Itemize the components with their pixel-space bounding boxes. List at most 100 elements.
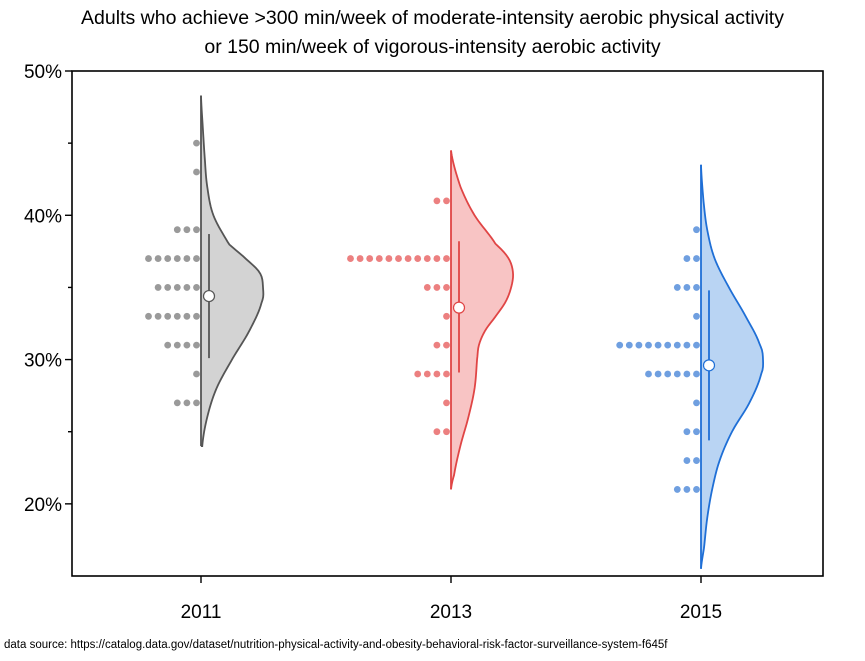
data-point bbox=[693, 457, 700, 464]
data-point bbox=[645, 341, 652, 349]
data-source-note: data source: https://catalog.data.gov/da… bbox=[4, 639, 668, 651]
data-point bbox=[366, 255, 374, 262]
data-point bbox=[183, 312, 191, 320]
chart-title-line-1: Adults who achieve >300 min/week of mode… bbox=[81, 7, 784, 29]
data-point bbox=[673, 486, 681, 493]
mean-marker bbox=[202, 289, 216, 303]
data-point bbox=[433, 370, 441, 378]
data-point bbox=[673, 370, 681, 378]
data-point bbox=[395, 255, 402, 262]
chart-title: Adults who achieve >300 min/week of mode… bbox=[0, 4, 865, 62]
data-point bbox=[433, 197, 441, 205]
data-point bbox=[183, 255, 191, 262]
data-point bbox=[193, 399, 200, 407]
x-tick-label: 2015 bbox=[680, 602, 722, 623]
data-point bbox=[164, 312, 172, 320]
violin-body bbox=[201, 95, 264, 447]
x-tick-label: 2011 bbox=[181, 602, 222, 623]
data-point bbox=[193, 168, 200, 176]
data-point bbox=[443, 197, 450, 205]
data-point bbox=[664, 370, 672, 378]
violin-group-2011 bbox=[145, 95, 265, 448]
violin-outline bbox=[200, 95, 265, 448]
data-point bbox=[683, 370, 691, 378]
data-point bbox=[693, 486, 700, 493]
violin-outline bbox=[700, 164, 765, 569]
data-point bbox=[414, 255, 422, 262]
data-point bbox=[693, 284, 700, 291]
data-point bbox=[423, 284, 431, 291]
data-point bbox=[173, 312, 181, 320]
data-point bbox=[154, 284, 162, 291]
data-point bbox=[145, 312, 152, 320]
data-point bbox=[173, 226, 181, 234]
y-axis: 20% 30% 40% 50% bbox=[24, 62, 72, 516]
data-point bbox=[625, 341, 633, 349]
data-point bbox=[347, 255, 354, 262]
x-axis: 2011 2013 2015 bbox=[181, 576, 722, 623]
data-point bbox=[683, 341, 691, 349]
plot-frame bbox=[71, 70, 824, 577]
data-point bbox=[164, 255, 172, 262]
data-point bbox=[693, 341, 700, 349]
data-point bbox=[183, 226, 191, 234]
data-point bbox=[693, 255, 700, 262]
violin-group-2015 bbox=[616, 164, 765, 569]
data-point bbox=[673, 341, 681, 349]
y-tick-label: 50% bbox=[24, 62, 62, 83]
x-tick-label: 2013 bbox=[430, 602, 472, 623]
violin-group-2013 bbox=[347, 150, 514, 490]
data-point bbox=[443, 428, 450, 436]
data-point bbox=[193, 284, 200, 291]
data-point bbox=[654, 370, 662, 378]
data-point bbox=[654, 341, 662, 349]
violin-body bbox=[451, 150, 514, 490]
data-point bbox=[423, 370, 431, 378]
data-point bbox=[443, 341, 450, 349]
data-point bbox=[683, 284, 691, 291]
mean-marker bbox=[452, 301, 466, 314]
data-point bbox=[683, 486, 691, 493]
mean-marker bbox=[702, 359, 716, 372]
data-point bbox=[173, 255, 181, 262]
data-point bbox=[164, 341, 172, 349]
data-point bbox=[193, 341, 200, 349]
data-point bbox=[443, 284, 450, 291]
data-point bbox=[693, 312, 700, 320]
data-point bbox=[443, 399, 450, 407]
data-point bbox=[145, 255, 152, 262]
data-point bbox=[173, 399, 181, 407]
data-point bbox=[693, 399, 700, 407]
y-tick-label: 40% bbox=[24, 206, 62, 227]
data-point bbox=[183, 399, 191, 407]
data-point bbox=[673, 284, 681, 291]
data-point bbox=[164, 284, 172, 291]
data-point bbox=[173, 284, 181, 291]
data-point bbox=[173, 341, 181, 349]
data-point bbox=[193, 139, 200, 147]
data-point bbox=[683, 255, 691, 262]
y-tick-label: 30% bbox=[24, 351, 62, 372]
data-point bbox=[404, 255, 412, 262]
data-point bbox=[433, 284, 441, 291]
data-point bbox=[683, 457, 691, 464]
data-point bbox=[414, 370, 422, 378]
data-point bbox=[154, 255, 162, 262]
data-point bbox=[433, 255, 441, 262]
data-point bbox=[645, 370, 652, 378]
data-point bbox=[183, 284, 191, 291]
data-point bbox=[433, 341, 441, 349]
data-point bbox=[683, 428, 691, 436]
violins bbox=[145, 95, 765, 569]
data-point bbox=[154, 312, 162, 320]
data-point bbox=[423, 255, 431, 262]
y-tick-label: 20% bbox=[24, 495, 62, 516]
data-point bbox=[193, 312, 200, 320]
data-point bbox=[193, 255, 200, 262]
violin-outline bbox=[450, 150, 514, 490]
data-point bbox=[443, 312, 450, 320]
data-point bbox=[385, 255, 393, 262]
data-point bbox=[693, 370, 700, 378]
data-point bbox=[183, 341, 191, 349]
